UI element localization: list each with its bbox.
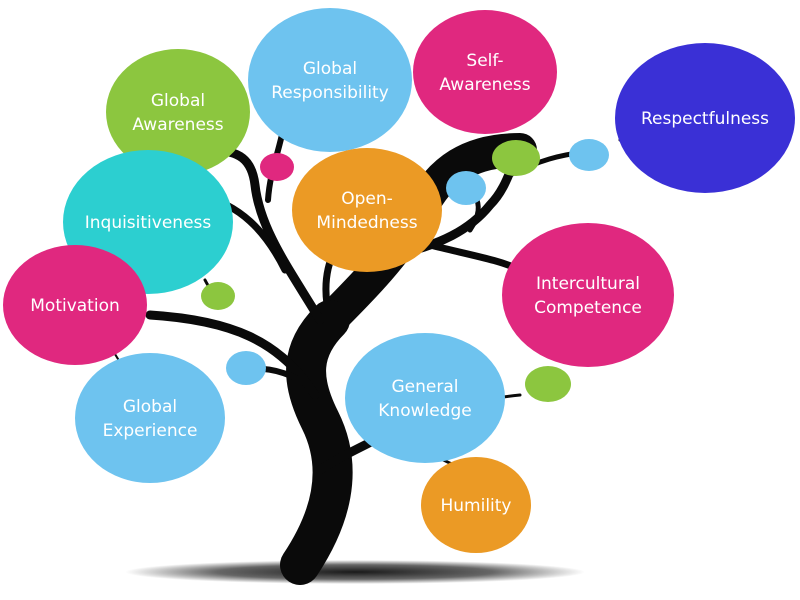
- bubble-shape: [3, 245, 147, 365]
- trait-label: General: [392, 377, 459, 397]
- trait-label: Responsibility: [271, 83, 389, 103]
- bud-pink: [260, 153, 294, 181]
- trait-label: Competence: [534, 298, 642, 318]
- bubble-global-awareness: Global Awareness: [106, 49, 250, 175]
- trait-label: Awareness: [132, 115, 223, 135]
- trait-label: Global: [123, 397, 177, 417]
- bubble-intercultural-competence: Intercultural Competence: [502, 223, 674, 367]
- trait-label: Self-: [466, 51, 503, 71]
- trait-label: Intercultural: [536, 274, 640, 294]
- bubble-global-experience: Global Experience: [75, 353, 225, 483]
- trait-label: Motivation: [30, 296, 120, 316]
- bubble-shape: [248, 8, 412, 152]
- bud-green: [525, 366, 571, 402]
- bubble-general-knowledge: General Knowledge: [345, 333, 505, 463]
- buds: [201, 139, 609, 402]
- trait-label: Open-: [341, 189, 393, 209]
- bubble-open-mindedness: Open- Mindedness: [292, 148, 442, 272]
- bubble-humility: Humility: [421, 457, 531, 553]
- bubble-motivation: Motivation: [3, 245, 147, 365]
- bubble-shape: [413, 10, 557, 134]
- trait-label: Global: [303, 59, 357, 79]
- bubble-shape: [75, 353, 225, 483]
- ground-shadow: [125, 560, 585, 584]
- bud-blue: [569, 139, 609, 171]
- trait-label: Experience: [103, 421, 198, 441]
- trait-label: Awareness: [439, 75, 530, 95]
- bud-green: [201, 282, 235, 310]
- trait-bubbles: Global Responsibility Self- Awareness Respec…: [3, 8, 795, 553]
- bud-blue: [446, 171, 486, 205]
- bubble-shape: [292, 148, 442, 272]
- bubble-self-awareness: Self- Awareness: [413, 10, 557, 134]
- trait-label: Inquisitiveness: [85, 213, 212, 233]
- trait-label: Mindedness: [316, 213, 417, 233]
- trait-label: Respectfulness: [641, 109, 769, 129]
- bubble-respectfulness: Respectfulness: [615, 43, 795, 193]
- bubble-global-responsibility: Global Responsibility: [248, 8, 412, 152]
- bubble-shape: [502, 223, 674, 367]
- trait-label: Humility: [440, 496, 511, 516]
- bubble-shape: [421, 457, 531, 553]
- bubble-shape: [345, 333, 505, 463]
- bud-green: [492, 140, 540, 176]
- bubble-shape: [106, 49, 250, 175]
- bubble-shape: [615, 43, 795, 193]
- trait-label: Global: [151, 91, 205, 111]
- trait-label: Knowledge: [378, 401, 471, 421]
- bud-blue: [226, 351, 266, 385]
